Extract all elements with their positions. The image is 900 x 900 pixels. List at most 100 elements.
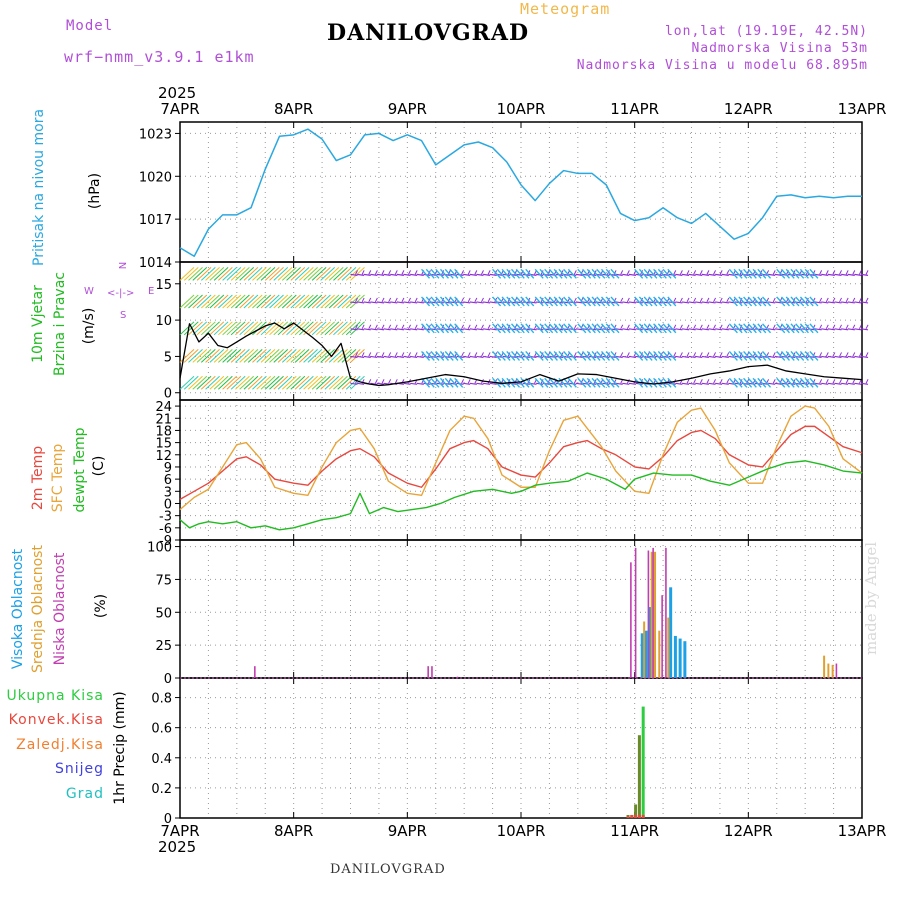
- wind-barb: [239, 375, 255, 390]
- wind-barb: [449, 350, 459, 361]
- wind-barb: [226, 349, 242, 363]
- wind-barb: [239, 349, 255, 363]
- wind-barb: [303, 375, 318, 390]
- wind-barb: [628, 301, 637, 304]
- wind-barb: [785, 268, 795, 279]
- wind-barb: [403, 273, 411, 276]
- wind-barb: [218, 375, 233, 390]
- wind-barb: [520, 377, 530, 388]
- wind-barb: [444, 296, 454, 307]
- wind-barb: [738, 323, 748, 334]
- wind-barb: [558, 268, 568, 279]
- wind-barb: [799, 350, 809, 361]
- wind-barb: [492, 268, 502, 279]
- wind-barb: [320, 375, 336, 390]
- wind-barb: [235, 266, 250, 281]
- wind-barb: [657, 268, 667, 279]
- wind-barb: [752, 296, 762, 307]
- wind-barb: [307, 321, 323, 336]
- wind-barb: [388, 352, 392, 357]
- wind-barb: [196, 349, 212, 363]
- wind-barb: [728, 296, 738, 307]
- wind-barb: [256, 375, 272, 390]
- wind-barb: [188, 294, 203, 309]
- wind-barb: [628, 355, 637, 359]
- wind-barb: [804, 268, 814, 279]
- model-elevation-text: Nadmorska Visina u modelu 68.895m: [576, 58, 868, 73]
- wind-barb: [693, 297, 697, 303]
- wind-barb: [337, 375, 353, 390]
- wind-barb: [675, 382, 683, 385]
- wind-barb: [586, 323, 596, 334]
- wind-barb: [286, 375, 301, 390]
- wind-barb: [408, 324, 411, 330]
- wind-barb: [713, 379, 716, 384]
- wind-barb: [256, 349, 272, 363]
- wind-barb: [738, 377, 748, 388]
- wind-barb: [414, 352, 418, 357]
- wind-barb: [747, 350, 757, 361]
- wind-barb: [200, 294, 216, 309]
- wind-barb: [626, 270, 630, 275]
- wind-barb: [357, 301, 365, 304]
- wind-barb: [439, 350, 450, 361]
- wind-barb: [854, 273, 862, 276]
- wind-barb: [209, 375, 225, 390]
- wind-barb: [307, 375, 323, 390]
- cloud-bar-low: [630, 562, 632, 678]
- wind-barb: [582, 296, 592, 307]
- wind-barb: [553, 350, 563, 361]
- wind-barb: [435, 323, 445, 334]
- wind-barb: [847, 382, 855, 385]
- wind-barb: [591, 296, 601, 307]
- wind-barb: [192, 321, 208, 336]
- wind-barb: [544, 377, 554, 388]
- wind-barb: [847, 328, 855, 331]
- wind-barb: [715, 273, 723, 276]
- wind-barb: [183, 375, 199, 390]
- precip-bar-conv: [641, 814, 645, 818]
- wind-barb: [355, 270, 358, 275]
- wind-barb: [303, 266, 318, 281]
- wind-barb: [573, 352, 577, 357]
- wind-barb: [355, 352, 358, 357]
- wind-barb: [733, 268, 743, 279]
- wind-barb: [213, 375, 229, 390]
- wind-barb: [370, 328, 378, 331]
- wind-barb: [286, 266, 301, 281]
- cloud-bar-mid: [667, 617, 670, 678]
- wind-barb: [752, 268, 762, 279]
- wind-barb: [430, 268, 440, 279]
- wind-barb: [675, 328, 683, 331]
- wind-barb: [762, 377, 772, 388]
- wind-barb: [489, 273, 497, 276]
- wind-barb: [567, 323, 577, 334]
- precip-bar-conv: [637, 814, 641, 818]
- wind-barb: [841, 273, 849, 276]
- legend-snow: Snijeg: [54, 761, 104, 777]
- wind-barb: [474, 352, 478, 357]
- wind-barb: [757, 377, 767, 388]
- x-tick-label-bottom: 9APR: [388, 822, 427, 840]
- wind-barb: [481, 352, 484, 357]
- wind-barb: [381, 324, 385, 330]
- wind-barb: [534, 377, 544, 388]
- wind-barb: [226, 266, 242, 281]
- y-tick-label: -6: [159, 522, 172, 537]
- wind-barb: [708, 273, 716, 276]
- wind-barb: [361, 324, 365, 330]
- y-tick-label: 0.8: [151, 692, 172, 707]
- wind-barb: [596, 296, 606, 307]
- wind-barb: [772, 270, 776, 275]
- x-tick-label-bottom: 7APR: [160, 822, 199, 840]
- wind-barb: [591, 377, 601, 388]
- wind-barb: [449, 268, 459, 279]
- wind-barb: [679, 297, 683, 303]
- wind-barb: [370, 382, 378, 385]
- wind-barb: [860, 328, 869, 331]
- wind-barb: [226, 375, 242, 390]
- wind-barb: [515, 350, 525, 361]
- wind-barb: [222, 294, 237, 309]
- wind-barb: [476, 328, 484, 331]
- wind-barb: [483, 382, 491, 385]
